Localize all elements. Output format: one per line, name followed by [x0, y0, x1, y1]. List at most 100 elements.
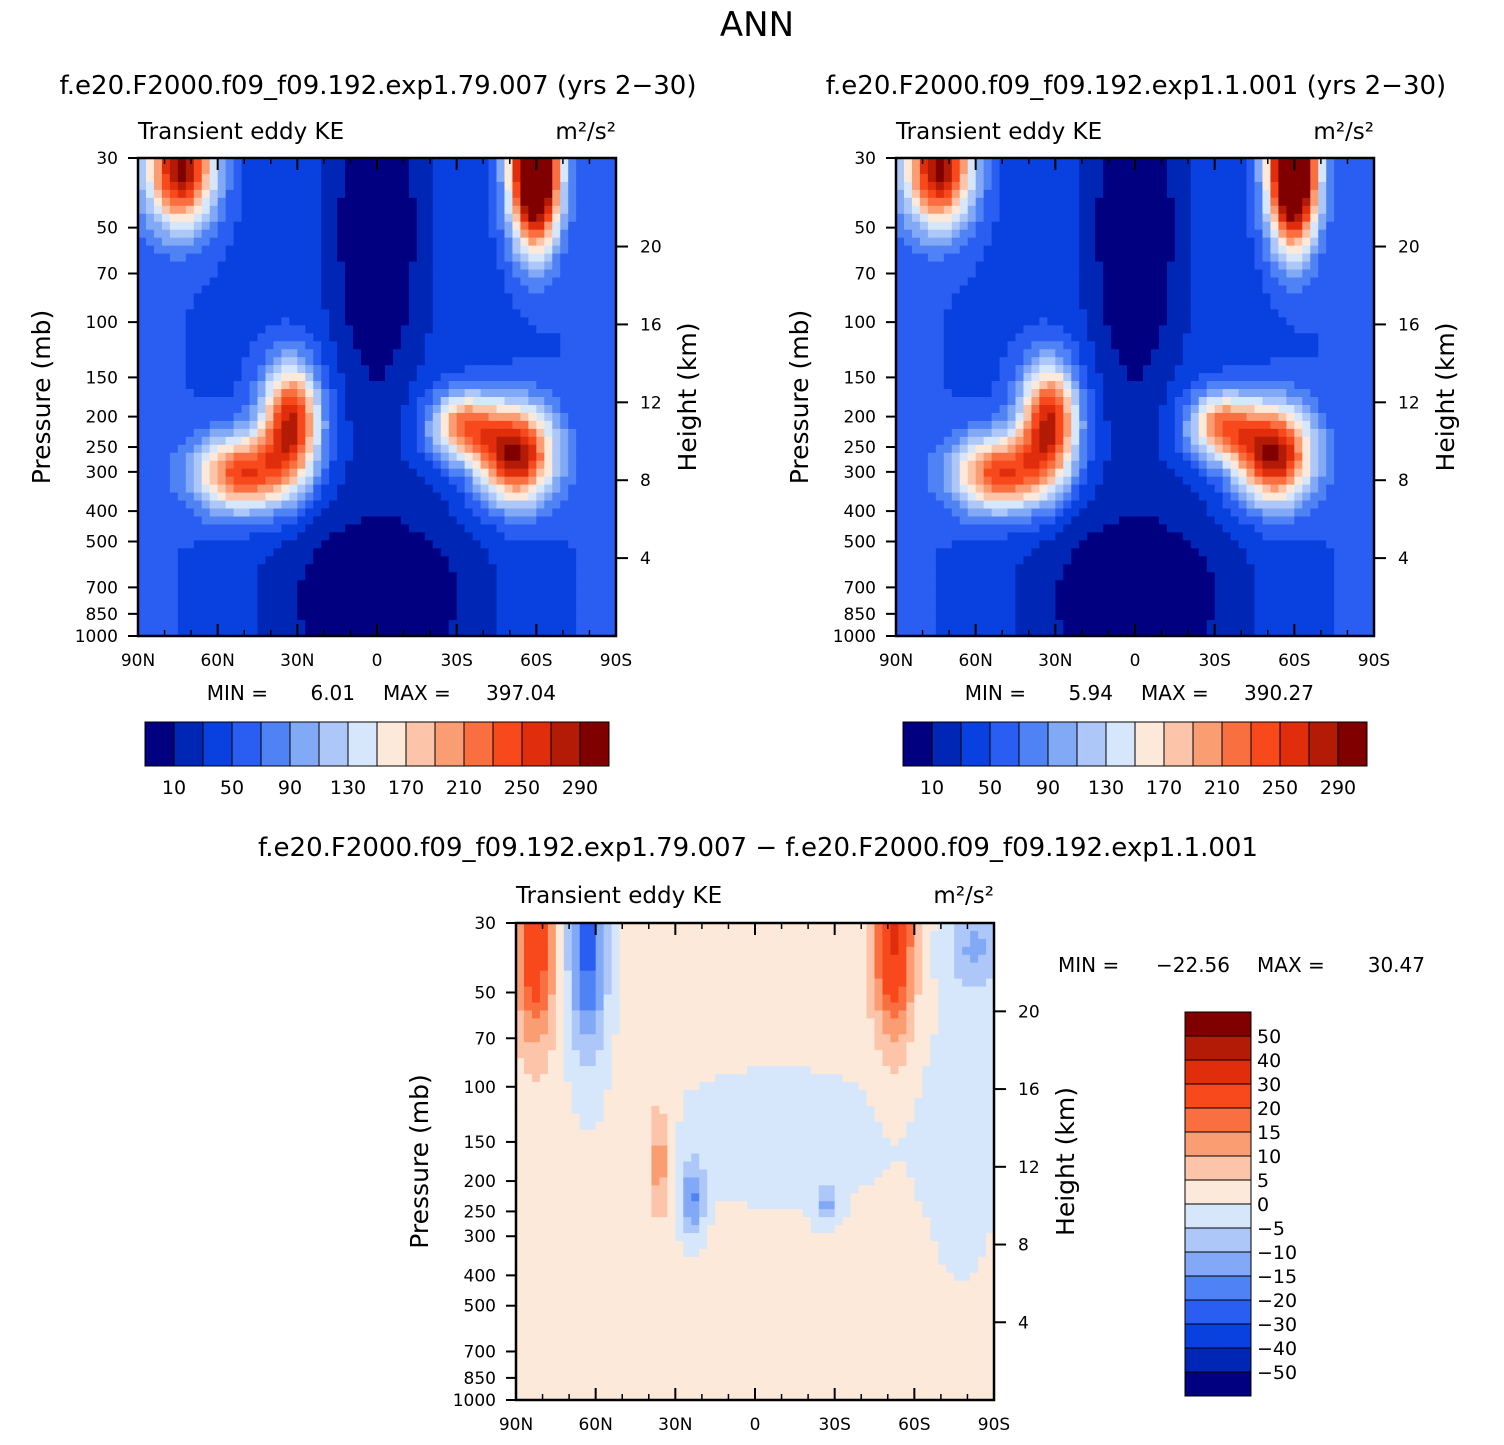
contour-cell — [400, 444, 410, 454]
contour-cell — [975, 197, 985, 207]
contour-cell — [345, 428, 354, 438]
contour-cell — [1111, 253, 1120, 263]
contour-cell — [321, 580, 330, 589]
contour-cell — [225, 181, 235, 191]
contour-cell — [552, 229, 561, 239]
contour-cell — [472, 197, 482, 207]
contour-cell — [464, 381, 474, 390]
contour-cell — [281, 285, 290, 295]
contour-cell — [392, 460, 402, 470]
contour-cell — [416, 381, 426, 390]
contour-cell — [153, 293, 163, 302]
contour-cell — [384, 452, 394, 462]
contour-cell — [496, 612, 506, 621]
contour-cell — [233, 604, 243, 613]
contour-cell — [392, 564, 402, 573]
contour-cell — [265, 333, 275, 342]
contour-cell — [145, 420, 155, 430]
contour-cell — [161, 229, 171, 239]
contour-cell — [440, 397, 450, 406]
contour-cell — [1262, 285, 1272, 295]
contour-cell — [241, 261, 251, 271]
colorbar-label: 130 — [330, 777, 366, 799]
contour-cell — [935, 277, 945, 287]
contour-cell — [1135, 277, 1144, 287]
contour-cell — [1103, 245, 1112, 255]
contour-cell — [209, 381, 219, 390]
contour-cell — [1182, 221, 1192, 231]
contour-cell — [145, 237, 155, 247]
contour-cell — [1142, 269, 1152, 279]
contour-cell — [536, 229, 545, 239]
contour-cell — [1246, 261, 1256, 271]
contour-cell — [138, 596, 147, 605]
contour-cell — [592, 508, 601, 518]
contour-cell — [560, 357, 569, 366]
contour-cell — [504, 365, 514, 374]
contour-cell — [520, 365, 529, 374]
contour-cell — [1222, 213, 1232, 223]
contour-cell — [337, 556, 346, 565]
contour-cell — [448, 500, 458, 510]
contour-cell — [353, 620, 362, 629]
contour-cell — [504, 205, 514, 215]
contour-cell — [337, 412, 346, 422]
contour-cell — [185, 468, 195, 478]
left-string: Transient eddy KE — [895, 119, 1102, 145]
contour-cell — [193, 189, 203, 199]
contour-cell — [560, 181, 569, 191]
contour-cell — [935, 301, 945, 310]
contour-cell — [544, 213, 553, 223]
contour-cell — [416, 357, 426, 366]
contour-cell — [512, 532, 521, 541]
contour-cell — [1119, 285, 1128, 295]
contour-cell — [959, 317, 969, 326]
contour-cell — [560, 349, 569, 358]
contour-cell — [456, 588, 466, 597]
contour-cell — [512, 476, 521, 486]
contour-cell — [1119, 197, 1128, 207]
contour-cell — [1222, 197, 1232, 207]
contour-cell — [185, 389, 195, 398]
contour-cell — [1358, 205, 1367, 215]
contour-cell — [600, 572, 609, 581]
contour-cell — [472, 189, 482, 199]
contour-cell — [1127, 181, 1136, 191]
contour-cell — [552, 269, 561, 279]
contour-cell — [464, 572, 474, 581]
contour-cell — [424, 604, 434, 613]
contour-cell — [1087, 245, 1096, 255]
contour-cell — [927, 189, 937, 199]
contour-cell — [1350, 317, 1359, 326]
contour-cell — [169, 556, 179, 565]
contour-cell — [1079, 261, 1088, 271]
contour-cell — [313, 508, 322, 518]
contour-cell — [440, 373, 450, 382]
contour-cell — [1039, 173, 1048, 183]
contour-cell — [392, 572, 402, 581]
contour-cell — [464, 444, 474, 454]
contour-cell — [1095, 213, 1104, 223]
contour-cell — [1318, 269, 1327, 279]
contour-cell — [584, 237, 593, 247]
contour-cell — [1079, 293, 1088, 302]
contour-cell — [608, 245, 617, 255]
contour-cell — [448, 285, 458, 295]
contour-cell — [919, 197, 929, 207]
contour-cell — [1079, 158, 1088, 167]
contour-cell — [313, 588, 322, 597]
contour-cell — [281, 389, 290, 398]
contour-cell — [416, 293, 426, 302]
contour-cell — [456, 620, 466, 629]
contour-cell — [1270, 197, 1279, 207]
contour-cell — [193, 181, 203, 191]
contour-cell — [265, 412, 275, 422]
contour-cell — [544, 325, 553, 334]
contour-cell — [161, 205, 171, 215]
contour-cell — [321, 604, 330, 613]
contour-cell — [281, 309, 290, 318]
contour-cell — [568, 628, 577, 637]
contour-cell — [289, 389, 298, 398]
contour-cell — [161, 628, 171, 637]
contour-cell — [392, 277, 402, 287]
